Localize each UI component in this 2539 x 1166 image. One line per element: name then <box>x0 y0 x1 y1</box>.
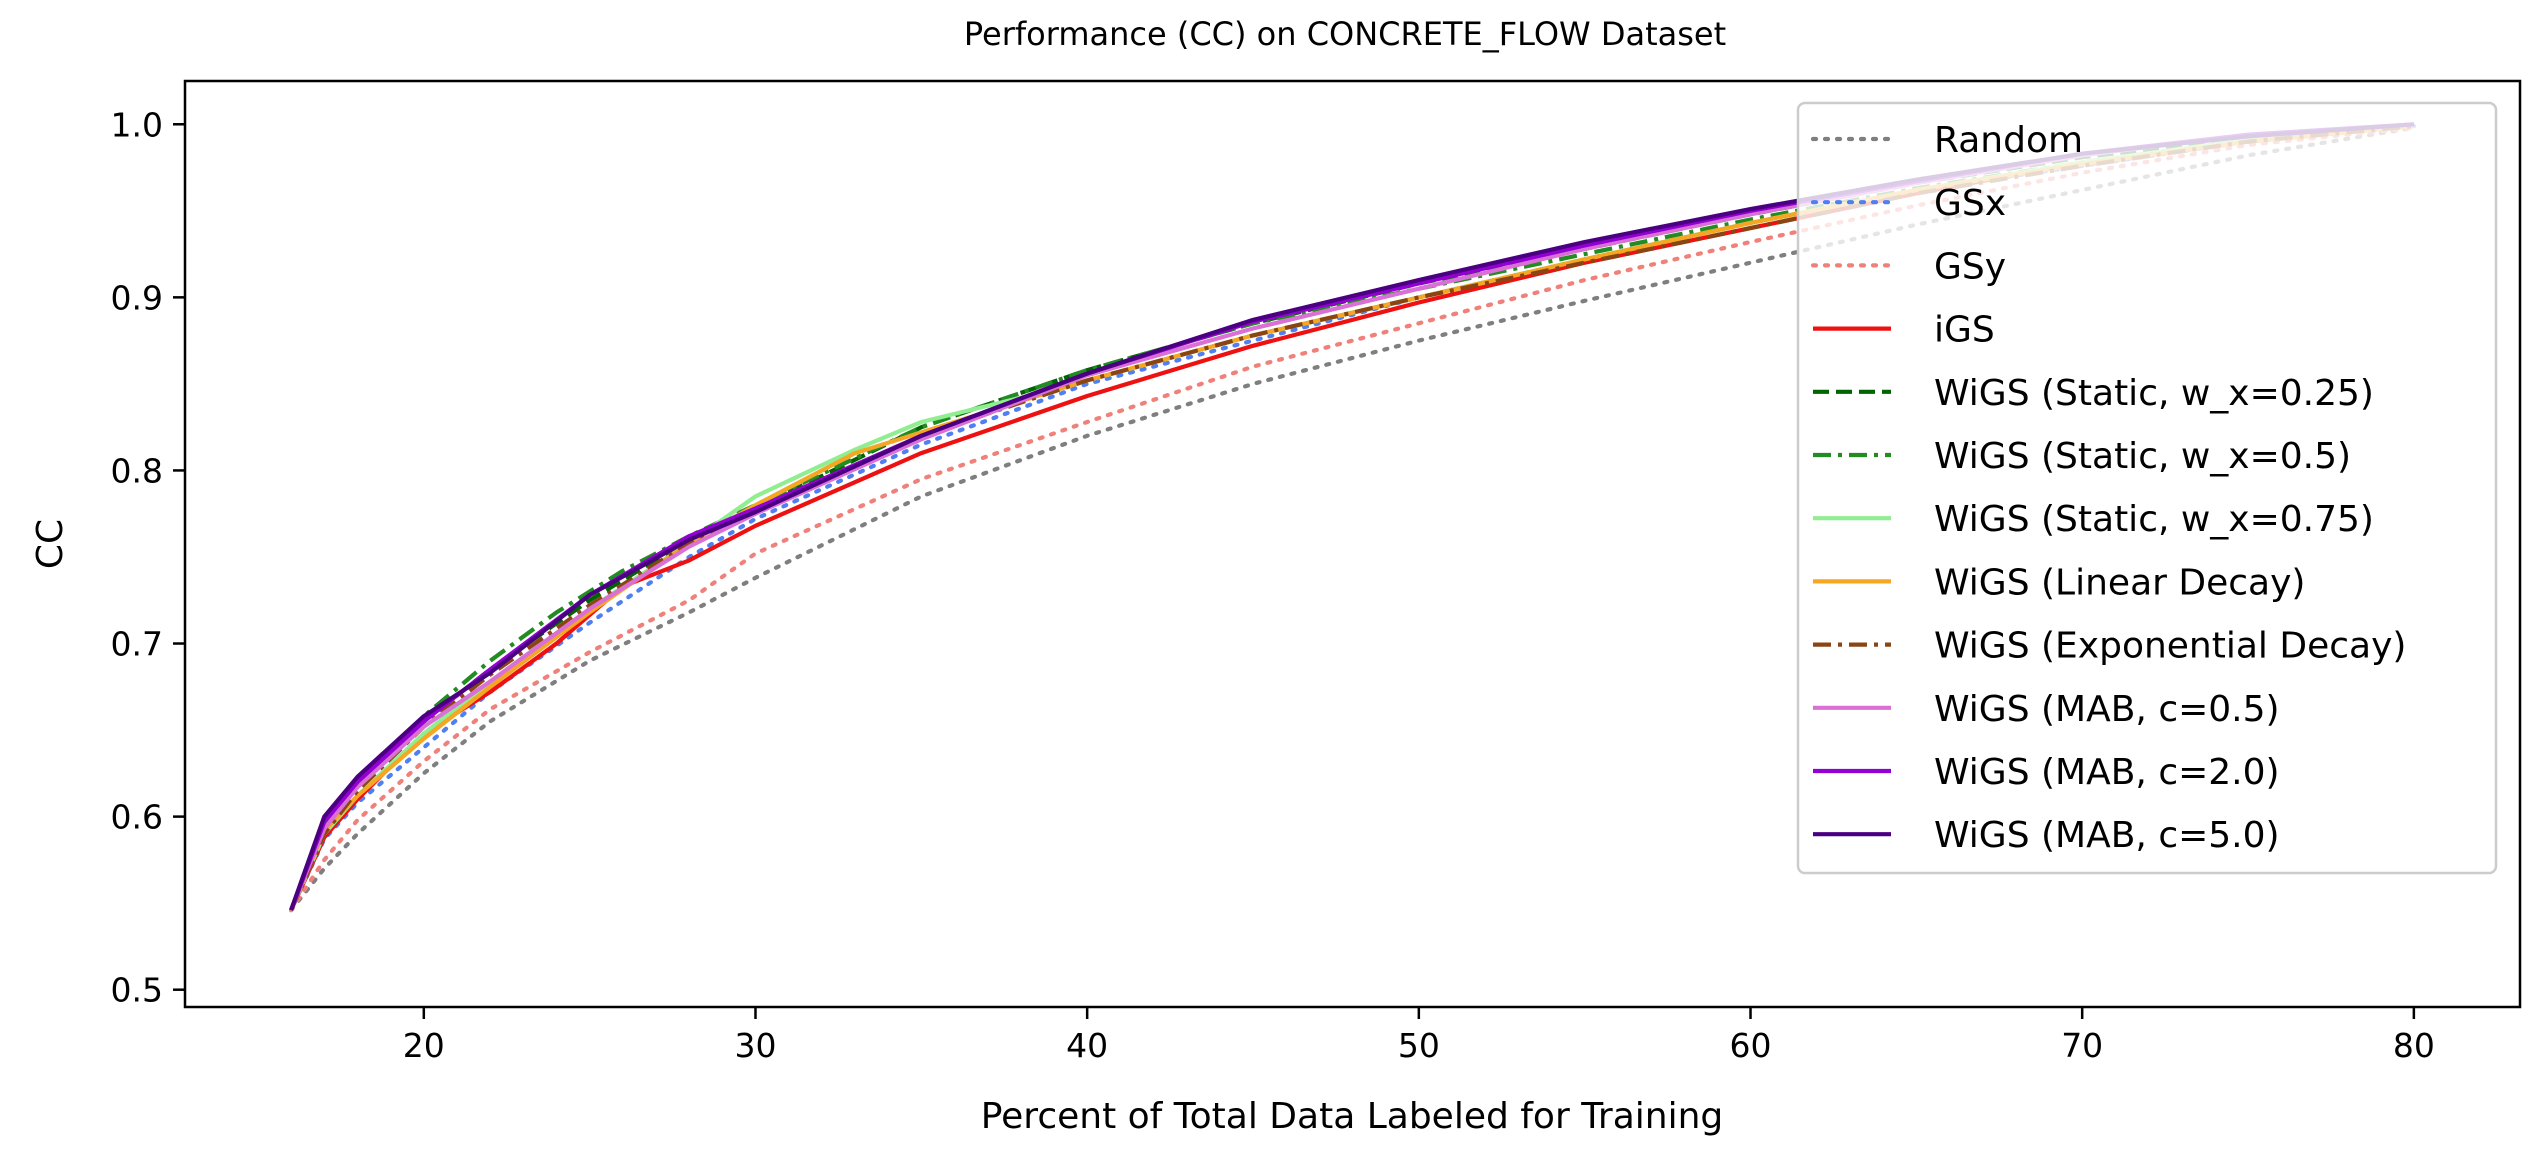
y-tick-label: 0.8 <box>111 451 163 490</box>
x-tick-label: 40 <box>1066 1026 1108 1065</box>
x-tick-label: 20 <box>403 1026 445 1065</box>
y-axis: 0.5 0.6 0.7 0.8 0.9 1.0 <box>111 105 185 1010</box>
legend-label: GSy <box>1934 246 2006 287</box>
y-tick-label: 0.7 <box>111 625 163 664</box>
legend-label: WiGS (MAB, c=2.0) <box>1934 752 2280 793</box>
x-tick-label: 30 <box>734 1026 776 1065</box>
x-tick-label: 70 <box>2061 1026 2103 1065</box>
legend-label: GSx <box>1934 183 2006 224</box>
x-tick-label: 50 <box>1398 1026 1440 1065</box>
x-axis-label: Percent of Total Data Labeled for Traini… <box>981 1096 1724 1137</box>
y-tick-label: 0.6 <box>111 798 163 837</box>
x-tick-label: 60 <box>1730 1026 1772 1065</box>
y-tick-label: 1.0 <box>111 105 163 144</box>
legend-label: Random <box>1934 120 2083 161</box>
y-tick-label: 0.9 <box>111 278 163 317</box>
legend: Random GSx GSy iGS WiGS (Static, w_x=0.25) Wi… <box>1796 101 2498 875</box>
legend-label: WiGS (MAB, c=5.0) <box>1934 815 2280 856</box>
legend-label: iGS <box>1934 310 1995 351</box>
legend-label: WiGS (Static, w_x=0.75) <box>1934 499 2374 540</box>
legend-label: WiGS (Static, w_x=0.25) <box>1934 373 2374 414</box>
y-tick-label: 0.5 <box>111 971 163 1010</box>
x-tick-label: 80 <box>2393 1026 2435 1065</box>
x-axis: 20 30 40 50 60 70 80 <box>403 1007 2435 1065</box>
series-line <box>289 123 2416 913</box>
legend-label: WiGS (Exponential Decay) <box>1934 626 2406 667</box>
legend-box <box>1796 101 2498 875</box>
y-axis-label: CC <box>30 519 71 569</box>
legend-label: WiGS (Linear Decay) <box>1934 562 2305 603</box>
legend-label: WiGS (MAB, c=0.5) <box>1934 689 2280 730</box>
legend-label: WiGS (Static, w_x=0.5) <box>1934 436 2351 477</box>
plot-frame <box>183 79 2522 1009</box>
chart-title: Performance (CC) on CONCRETE_FLOW Datase… <box>964 15 1726 53</box>
